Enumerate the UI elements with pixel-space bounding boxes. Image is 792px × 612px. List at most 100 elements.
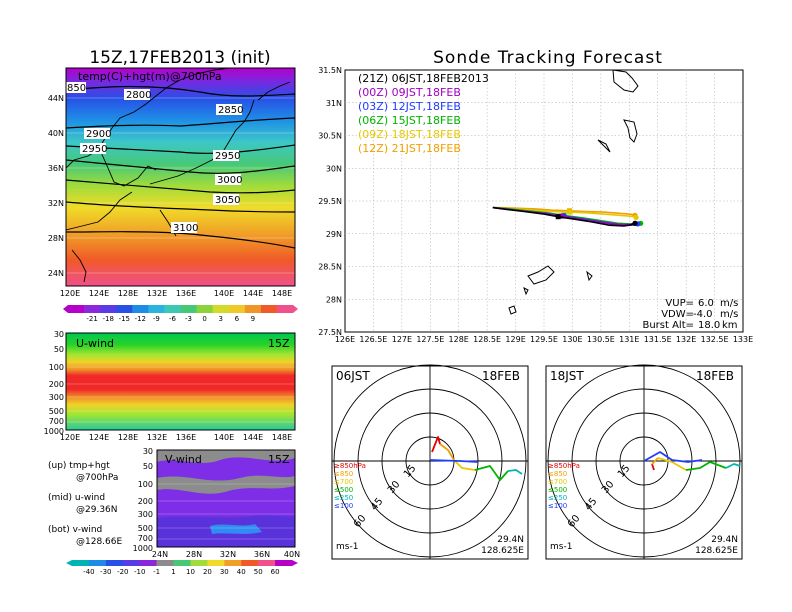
- pressure-tick: 500: [138, 524, 153, 533]
- colorbar-label: 6: [235, 315, 240, 323]
- hodograph-2: 15 30 45 60 18JST 18FEB ≥850hPa ≤850 ≤70…: [545, 364, 743, 560]
- u-wind-time: 15Z: [268, 337, 290, 350]
- v-lat-ticks: 24N 28N 32N 36N 40N: [152, 550, 300, 559]
- lon-tick: 132E: [676, 335, 696, 344]
- station-lat: 29.4N: [497, 535, 524, 545]
- u-wind-grid: [66, 366, 295, 423]
- lon-tick: 131E: [619, 335, 639, 344]
- v-wind-blue-patch: [210, 524, 262, 534]
- map-frame: [65, 67, 296, 287]
- hodograph-trace: [429, 436, 523, 481]
- colorbar-swatch: [275, 560, 293, 566]
- panel-legend: (up) tmp+hgt @700hPa (mid) u-wind @29.36…: [48, 461, 122, 547]
- right-title: Sonde Tracking Forecast: [433, 48, 663, 68]
- lon-tick: 133E: [733, 335, 753, 344]
- colorbar-arrow: [293, 305, 298, 313]
- burst-point: [558, 213, 564, 219]
- colorbar-swatch: [207, 560, 225, 566]
- lat-tick: 24N: [152, 550, 168, 559]
- lon-tick: 144E: [243, 433, 263, 442]
- colorbar-swatch: [241, 560, 259, 566]
- colorbar-swatch: [88, 560, 107, 566]
- track-panel: (21Z) 06JST,18FEB2013 (00Z) 09JST,18FEB …: [318, 66, 753, 344]
- lon-tick: 128E: [449, 335, 469, 344]
- colorbar-swatch: [84, 305, 101, 313]
- lon-tick: 140E: [214, 433, 234, 442]
- level-label: ≥850hPa: [334, 462, 366, 470]
- lon-tick: 136E: [176, 433, 196, 442]
- pressure-tick: 1000: [133, 544, 153, 553]
- lon-tick: 128.5E: [473, 335, 501, 344]
- run-legend: (21Z) 06JST,18FEB2013 (00Z) 09JST,18FEB …: [358, 72, 489, 155]
- pressure-tick: 30: [54, 330, 64, 339]
- level-label: ≤850: [548, 470, 567, 478]
- colorbar-label: 3: [218, 315, 222, 323]
- hodograph-time: 18JST: [550, 369, 584, 383]
- lon-tick: 124E: [89, 289, 109, 298]
- colorbar-label: -3: [185, 315, 192, 323]
- level-label: ≤850: [334, 470, 353, 478]
- colorbar-swatch: [224, 560, 242, 566]
- param-value: 18.0: [698, 320, 720, 331]
- colorbar-swatch: [276, 305, 294, 313]
- colorbar-swatch: [228, 305, 246, 313]
- hodograph-trace: [643, 451, 741, 471]
- colorbar-swatch: [105, 560, 123, 566]
- colorbar-label: -30: [100, 568, 111, 576]
- lat-tick: 31.5N: [318, 66, 342, 75]
- colorbar-label: 30: [220, 568, 229, 576]
- colorbar-swatch: [139, 560, 157, 566]
- u-lon-ticks: 120E 124E 128E 132E 136E 140E 144E 148E: [60, 433, 292, 442]
- colorbar-label: -12: [135, 315, 146, 323]
- station-lon: 128.625E: [481, 546, 524, 556]
- colorbar-swatch: [190, 560, 208, 566]
- u-wind-panel: U-wind 15Z 30 50 100 200 300 500 700 100…: [44, 330, 296, 442]
- colorbar-swatch: [132, 305, 149, 313]
- colorbar-swatch: [260, 305, 278, 313]
- pressure-tick: 300: [49, 393, 64, 402]
- colorbar-label: -21: [86, 315, 97, 323]
- burst-point: [555, 214, 561, 220]
- pressure-tick: 30: [143, 447, 153, 456]
- lon-tick: 128E: [118, 433, 138, 442]
- track-grid: [345, 70, 743, 332]
- colorbar-label: -15: [119, 315, 130, 323]
- level-legend: ≥850hPa ≤850 ≤700 ≤500 ≤250 ≤100: [334, 462, 366, 510]
- sonde-tracks: [492, 206, 644, 227]
- lat-tick: 32N: [48, 199, 64, 208]
- hodograph-axes: [332, 366, 528, 559]
- colorbar-swatch: [258, 560, 276, 566]
- lon-tick: 131.5E: [644, 335, 672, 344]
- colorbar-label: -1: [153, 568, 160, 576]
- colorbar-label: -9: [153, 315, 160, 323]
- pressure-tick: 700: [49, 417, 64, 426]
- colorbar-swatch: [122, 560, 140, 566]
- colorbar-swatch: [212, 305, 229, 313]
- lat-tick: 40N: [284, 550, 300, 559]
- legend-note-mid: (mid) u-wind: [48, 493, 105, 503]
- lat-tick: 44N: [48, 94, 64, 103]
- lon-tick: 132E: [147, 289, 167, 298]
- colorbar-label: -10: [134, 568, 145, 576]
- colorbar-swatch: [148, 305, 165, 313]
- map-lat-ticks: 44N 40N 36N 32N 28N 24N: [48, 94, 64, 278]
- run-label: (12Z) 21JST,18FEB: [358, 142, 461, 155]
- run-label: (00Z) 09JST,18FEB: [358, 86, 461, 99]
- colorbar-swatch: [164, 305, 181, 313]
- param-unit: km: [722, 320, 738, 331]
- v-wind-grid: [157, 483, 295, 540]
- station-lon: 128.625E: [695, 546, 738, 556]
- speed-unit: ms-1: [336, 542, 358, 552]
- lon-tick: 128E: [118, 289, 138, 298]
- contour-label: 2800: [126, 90, 151, 101]
- param-unit: m/s: [720, 309, 738, 320]
- v-wind-gray-band: [157, 475, 295, 494]
- temp-colorbar: -21 -18 -15 -12 -9 -6 -3 0 3 6 9: [63, 305, 298, 323]
- contour-label: 2950: [82, 144, 107, 155]
- left-title: 15Z,17FEB2013 (init): [89, 48, 270, 68]
- run-label: (09Z) 18JST,18FEB: [358, 128, 461, 141]
- level-label: ≤500: [334, 486, 353, 494]
- lat-tick: 36N: [48, 164, 64, 173]
- run-label: (06Z) 15JST,18FEB: [358, 114, 461, 127]
